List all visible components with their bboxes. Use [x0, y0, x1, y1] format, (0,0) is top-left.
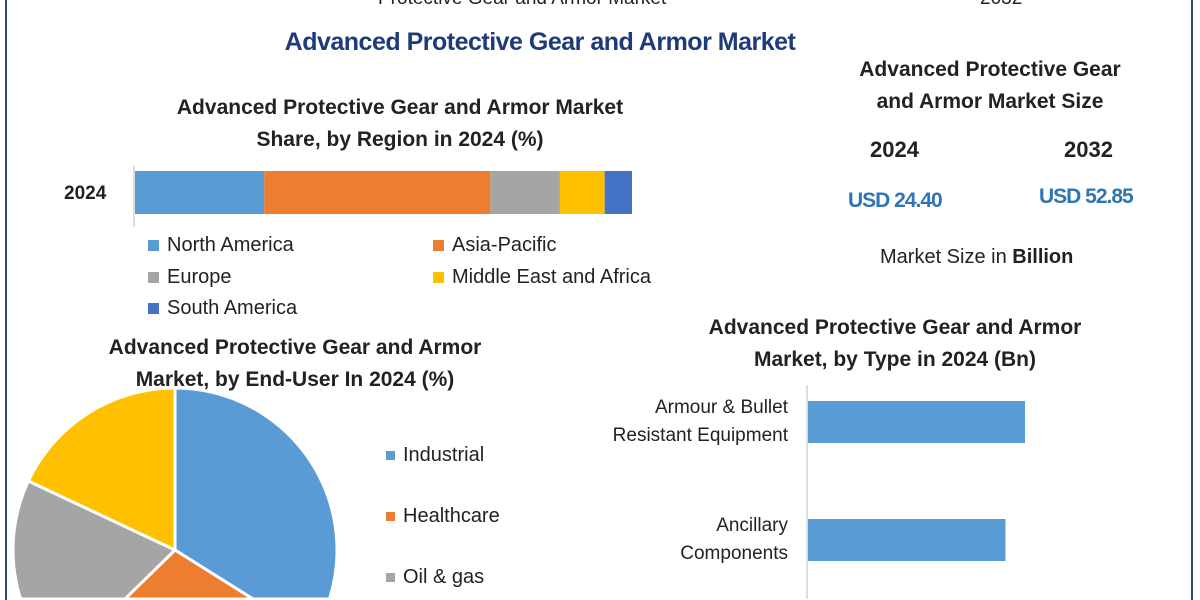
legend-swatch: [433, 272, 444, 283]
legend-swatch: [148, 272, 159, 283]
market-size-note: Market Size in: [880, 246, 1013, 268]
pie-title-2: Market, by End-User In 2024 (%): [135, 368, 455, 391]
type-label-armour-1: Armour & Bullet: [654, 397, 788, 418]
market-size-unit: Billion: [1012, 246, 1074, 268]
type-label-ancillary-1: Ancillary: [716, 515, 788, 536]
infographic-frame: [5, 0, 1193, 600]
type-label-ancillary-2: Components: [680, 543, 788, 564]
type-chart-title-2: Market, by Type in 2024 (Bn): [753, 348, 1037, 371]
cut-header-year: 2032: [980, 0, 1022, 10]
market-size-title-2: and Armor Market Size: [876, 90, 1104, 113]
region-chart-title-1: Advanced Protective Gear and Armor Marke…: [176, 96, 624, 119]
legend-swatch: [386, 451, 395, 460]
bar-segment-north-america: [135, 171, 265, 214]
pie-slice-other: [26, 386, 177, 552]
legend-swatch: [148, 240, 159, 251]
legend-swatch: [433, 240, 444, 251]
type-label-armour-2: Resistant Equipment: [612, 425, 788, 446]
legend-mea: Middle East and Africa: [452, 266, 651, 288]
bar-segment-europe: [490, 171, 560, 214]
legend-swatch: [386, 573, 395, 582]
legend-swatch: [386, 512, 395, 521]
type-bar-0: [808, 401, 1025, 443]
pie-slice-oil-gas: [11, 479, 177, 600]
legend-europe: Europe: [167, 266, 232, 288]
legend-oil-gas: Oil & gas: [403, 566, 485, 588]
pie-title-1: Advanced Protective Gear and Armor: [108, 336, 482, 359]
cut-header-text: Protective Gear and Armor Market: [378, 0, 666, 10]
legend-healthcare: Healthcare: [403, 505, 500, 527]
year-2024: 2024: [870, 137, 919, 162]
year-2032: 2032: [1064, 137, 1113, 162]
pie-slice-industrial: [173, 386, 339, 600]
legend-north-america: North America: [167, 234, 294, 256]
pie-slice-healthcare: [123, 548, 255, 600]
market-size-title-1: Advanced Protective Gear: [859, 58, 1121, 81]
value-2032: USD 52.85: [1039, 185, 1134, 208]
legend-swatch: [148, 303, 159, 314]
region-bar-category: 2024: [64, 183, 107, 204]
region-chart-title-2: Share, by Region in 2024 (%): [256, 128, 544, 151]
bar-segment-asia-pacific: [264, 171, 491, 214]
bar-segment-south-america: [604, 171, 632, 214]
value-2024: USD 24.40: [848, 189, 943, 212]
legend-south-america: South America: [167, 297, 298, 319]
legend-industrial: Industrial: [403, 444, 485, 466]
type-bar-1: [808, 519, 1006, 561]
type-chart-title-1: Advanced Protective Gear and Armor: [708, 316, 1082, 339]
legend-asia-pacific: Asia-Pacific: [452, 234, 557, 256]
bar-segment-middle-east-and-africa: [559, 171, 605, 214]
page-title: Advanced Protective Gear and Armor Marke…: [284, 28, 796, 56]
